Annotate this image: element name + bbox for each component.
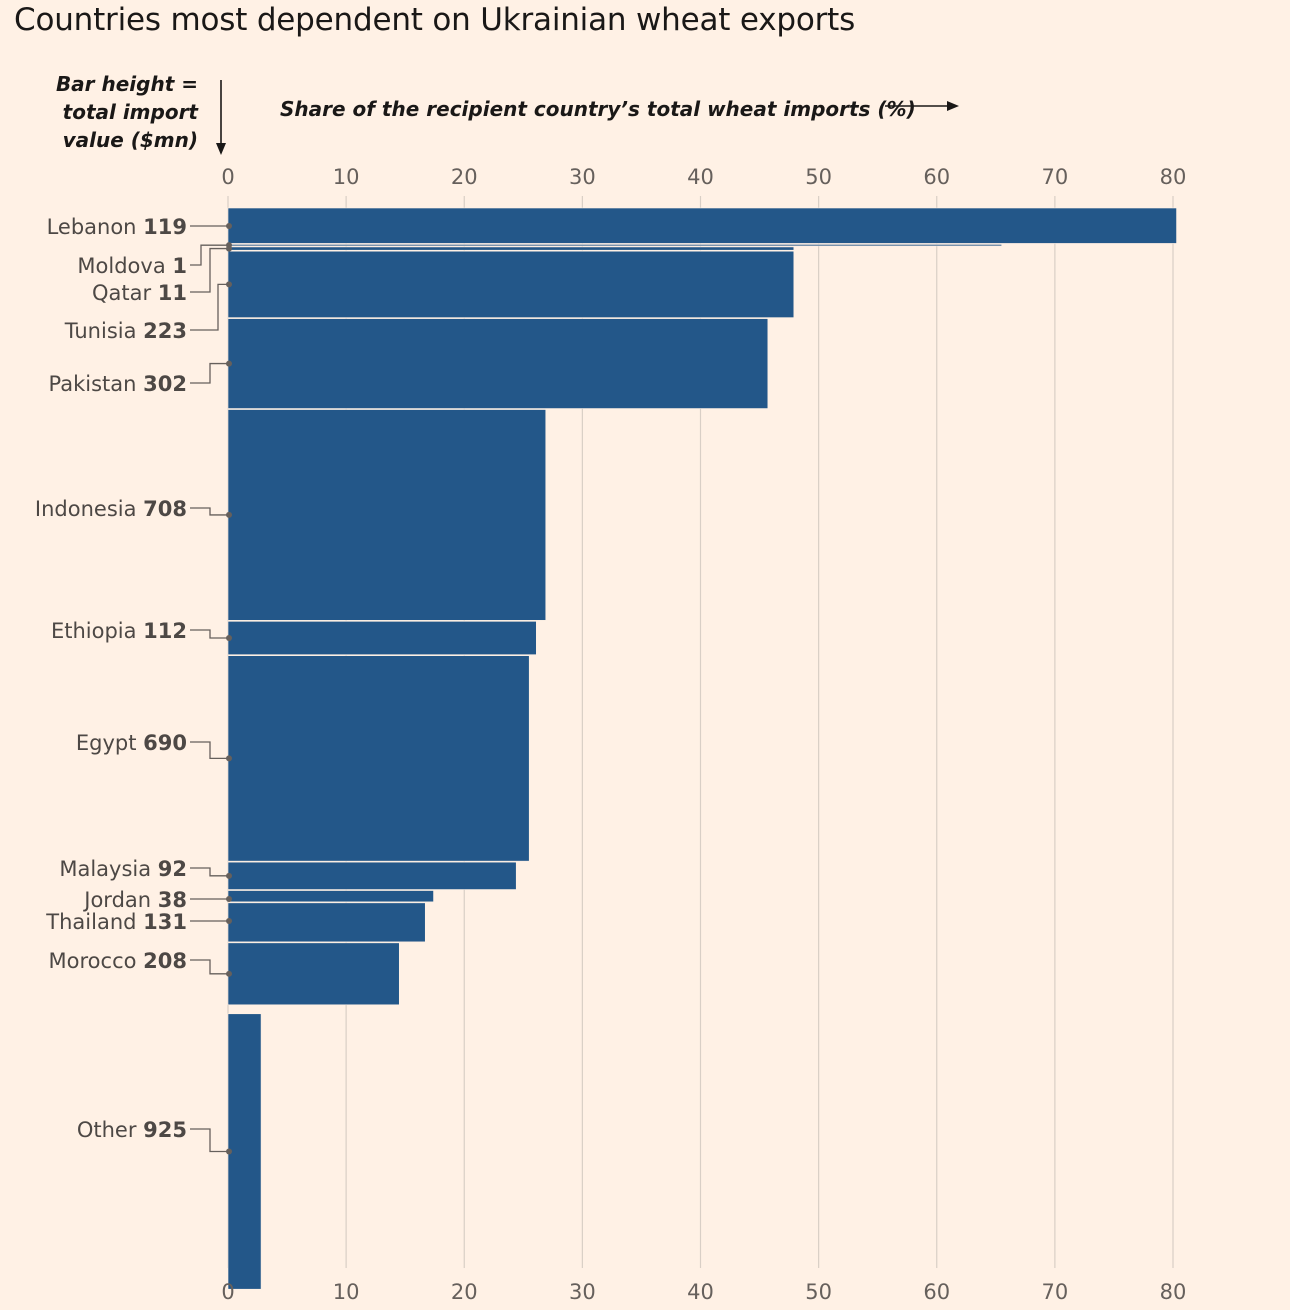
annotations: Bar height = total import value ($mn) Sh… [56, 72, 959, 155]
leader-dot [226, 1148, 232, 1155]
bar-qatar [227, 246, 795, 251]
leader-line [190, 867, 229, 877]
bar-lebanon [227, 207, 1177, 244]
leader-dot [226, 896, 232, 902]
x-tick-label-top: 80 [1160, 165, 1187, 189]
leader-dot [226, 755, 232, 762]
leader-line [190, 247, 229, 293]
x-tick-label-bottom: 30 [569, 1280, 596, 1304]
leader-line [190, 629, 229, 639]
leader-dot [226, 918, 232, 924]
chart-title: Countries most dependent on Ukrainian wh… [14, 2, 856, 38]
leader-dot [226, 970, 232, 977]
x-tick-label-top: 50 [805, 165, 832, 189]
bar-jordan [227, 890, 434, 903]
bar-moldova [227, 244, 1003, 247]
leader-dot [226, 223, 232, 229]
x-axis-bottom: 0 10 20 30 40 50 60 70 80 [221, 1280, 1186, 1304]
bars [227, 207, 1177, 1290]
leader-dot [226, 360, 232, 367]
down-arrow-icon [216, 80, 226, 155]
label-other: Other 925 [77, 1118, 187, 1142]
leader-dot [226, 872, 232, 879]
bar-thailand [227, 902, 426, 943]
bar-egypt [227, 655, 530, 862]
leader-line [190, 362, 229, 384]
leader-dot [226, 635, 232, 642]
leader-line [190, 1128, 229, 1153]
leader-dot [226, 511, 232, 518]
label-ethiopia: Ethiopia 112 [51, 619, 187, 643]
bar-indonesia [227, 409, 547, 621]
label-qatar: Qatar 11 [92, 281, 187, 305]
height-note-line-2: total import [63, 100, 200, 124]
leader-line [190, 244, 229, 266]
bar-malaysia [227, 861, 517, 890]
height-note-line-3: value ($mn) [63, 128, 198, 152]
bar-other [227, 1013, 262, 1290]
x-tick-label-bottom: 40 [687, 1280, 714, 1304]
x-tick-label-top: 20 [451, 165, 478, 189]
leader-line [190, 741, 229, 760]
label-egypt: Egypt 690 [76, 731, 187, 755]
leader-line [190, 959, 229, 975]
x-tick-label-top: 30 [569, 165, 596, 189]
x-tick-label-top: 60 [923, 165, 950, 189]
bar-morocco [227, 942, 400, 1006]
x-tick-label-bottom: 80 [1160, 1280, 1187, 1304]
label-moldova: Moldova 1 [77, 254, 187, 278]
leader-lines [190, 223, 232, 1155]
x-tick-label-top: 0 [221, 165, 234, 189]
x-tick-label-bottom: 20 [451, 1280, 478, 1304]
leader-line [190, 283, 229, 331]
label-malaysia: Malaysia 92 [59, 857, 187, 881]
leader-dot [226, 281, 232, 288]
country-labels: Lebanon 119 Moldova 1 Qatar 11 Tunisia 223 P… [35, 215, 187, 1142]
label-lebanon: Lebanon 119 [47, 215, 187, 239]
x-axis-note: Share of the recipient country’s total w… [280, 97, 916, 121]
label-morocco: Morocco 208 [49, 949, 187, 973]
bar-pakistan [227, 318, 769, 409]
bar-tunisia [227, 250, 795, 318]
label-pakistan: Pakistan 302 [49, 372, 187, 396]
leader-dot [226, 245, 232, 252]
right-arrow-icon [885, 101, 959, 111]
x-tick-label-top: 40 [687, 165, 714, 189]
x-tick-label-top: 10 [333, 165, 360, 189]
label-tunisia: Tunisia 223 [64, 319, 187, 343]
x-tick-label-bottom: 70 [1042, 1280, 1069, 1304]
x-tick-label-bottom: 0 [221, 1280, 234, 1304]
x-tick-label-bottom: 10 [333, 1280, 360, 1304]
x-axis-top: 0 10 20 30 40 50 60 70 80 [221, 165, 1186, 189]
label-indonesia: Indonesia 708 [35, 497, 187, 521]
label-thailand: Thailand 131 [45, 910, 187, 934]
x-tick-label-bottom: 50 [805, 1280, 832, 1304]
x-tick-label-bottom: 60 [923, 1280, 950, 1304]
x-tick-label-top: 70 [1042, 165, 1069, 189]
leader-line [190, 507, 229, 516]
height-note-line-1: Bar height = [56, 72, 198, 96]
bar-ethiopia [227, 621, 537, 655]
label-jordan: Jordan 38 [82, 888, 187, 912]
